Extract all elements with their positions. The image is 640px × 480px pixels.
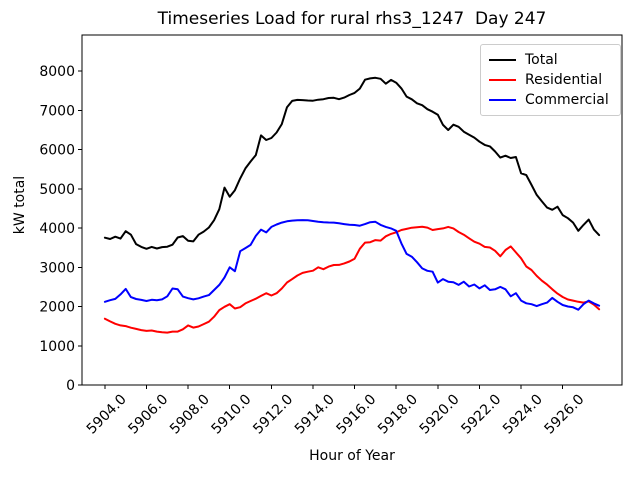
chart-title: Timeseries Load for rural rhs3_1247 Day … <box>157 9 547 29</box>
svg-text:8000: 8000 <box>39 64 75 80</box>
svg-text:5908.0: 5908.0 <box>167 392 213 438</box>
svg-text:0: 0 <box>66 378 75 394</box>
svg-text:5912.0: 5912.0 <box>250 392 296 438</box>
legend-label-commercial: Commercial <box>525 92 609 108</box>
y-axis-label: kW total <box>12 175 28 235</box>
svg-text:5920.0: 5920.0 <box>417 392 463 438</box>
svg-text:5000: 5000 <box>39 182 75 198</box>
series-line-total <box>103 76 601 250</box>
svg-text:5918.0: 5918.0 <box>375 392 421 438</box>
svg-text:5916.0: 5916.0 <box>333 392 379 438</box>
legend-line-commercial <box>489 99 516 101</box>
svg-text:5910.0: 5910.0 <box>209 392 255 438</box>
svg-text:7000: 7000 <box>39 103 75 119</box>
svg-text:6000: 6000 <box>39 143 75 159</box>
legend-entry-commercial: Commercial <box>489 90 612 110</box>
x-axis-ticks: 5904.05906.05908.05910.05912.05914.05916… <box>84 385 588 437</box>
legend-entry-residential: Residential <box>489 70 612 90</box>
svg-text:4000: 4000 <box>39 221 75 237</box>
legend-label-total: Total <box>525 52 558 68</box>
svg-text:2000: 2000 <box>39 300 75 316</box>
svg-text:5904.0: 5904.0 <box>84 392 130 438</box>
legend-line-residential <box>489 79 516 81</box>
y-axis-ticks: 0 1000 2000 3000 4000 5000 6000 7000 8000 <box>39 64 82 394</box>
legend-line-total <box>489 59 516 61</box>
svg-text:5906.0: 5906.0 <box>125 392 171 438</box>
legend-label-residential: Residential <box>525 72 603 88</box>
svg-text:5924.0: 5924.0 <box>500 392 546 438</box>
series-line-residential <box>103 225 601 334</box>
svg-text:1000: 1000 <box>39 339 75 355</box>
legend-entry-total: Total <box>489 50 612 70</box>
svg-text:5914.0: 5914.0 <box>292 392 338 438</box>
svg-text:5922.0: 5922.0 <box>458 392 504 438</box>
series-line-commercial <box>103 219 601 311</box>
x-axis-label: Hour of Year <box>309 448 395 464</box>
svg-text:5926.0: 5926.0 <box>542 392 588 438</box>
legend: Total Residential Commercial <box>480 44 621 116</box>
plot-frame <box>81 34 623 386</box>
svg-text:3000: 3000 <box>39 260 75 276</box>
